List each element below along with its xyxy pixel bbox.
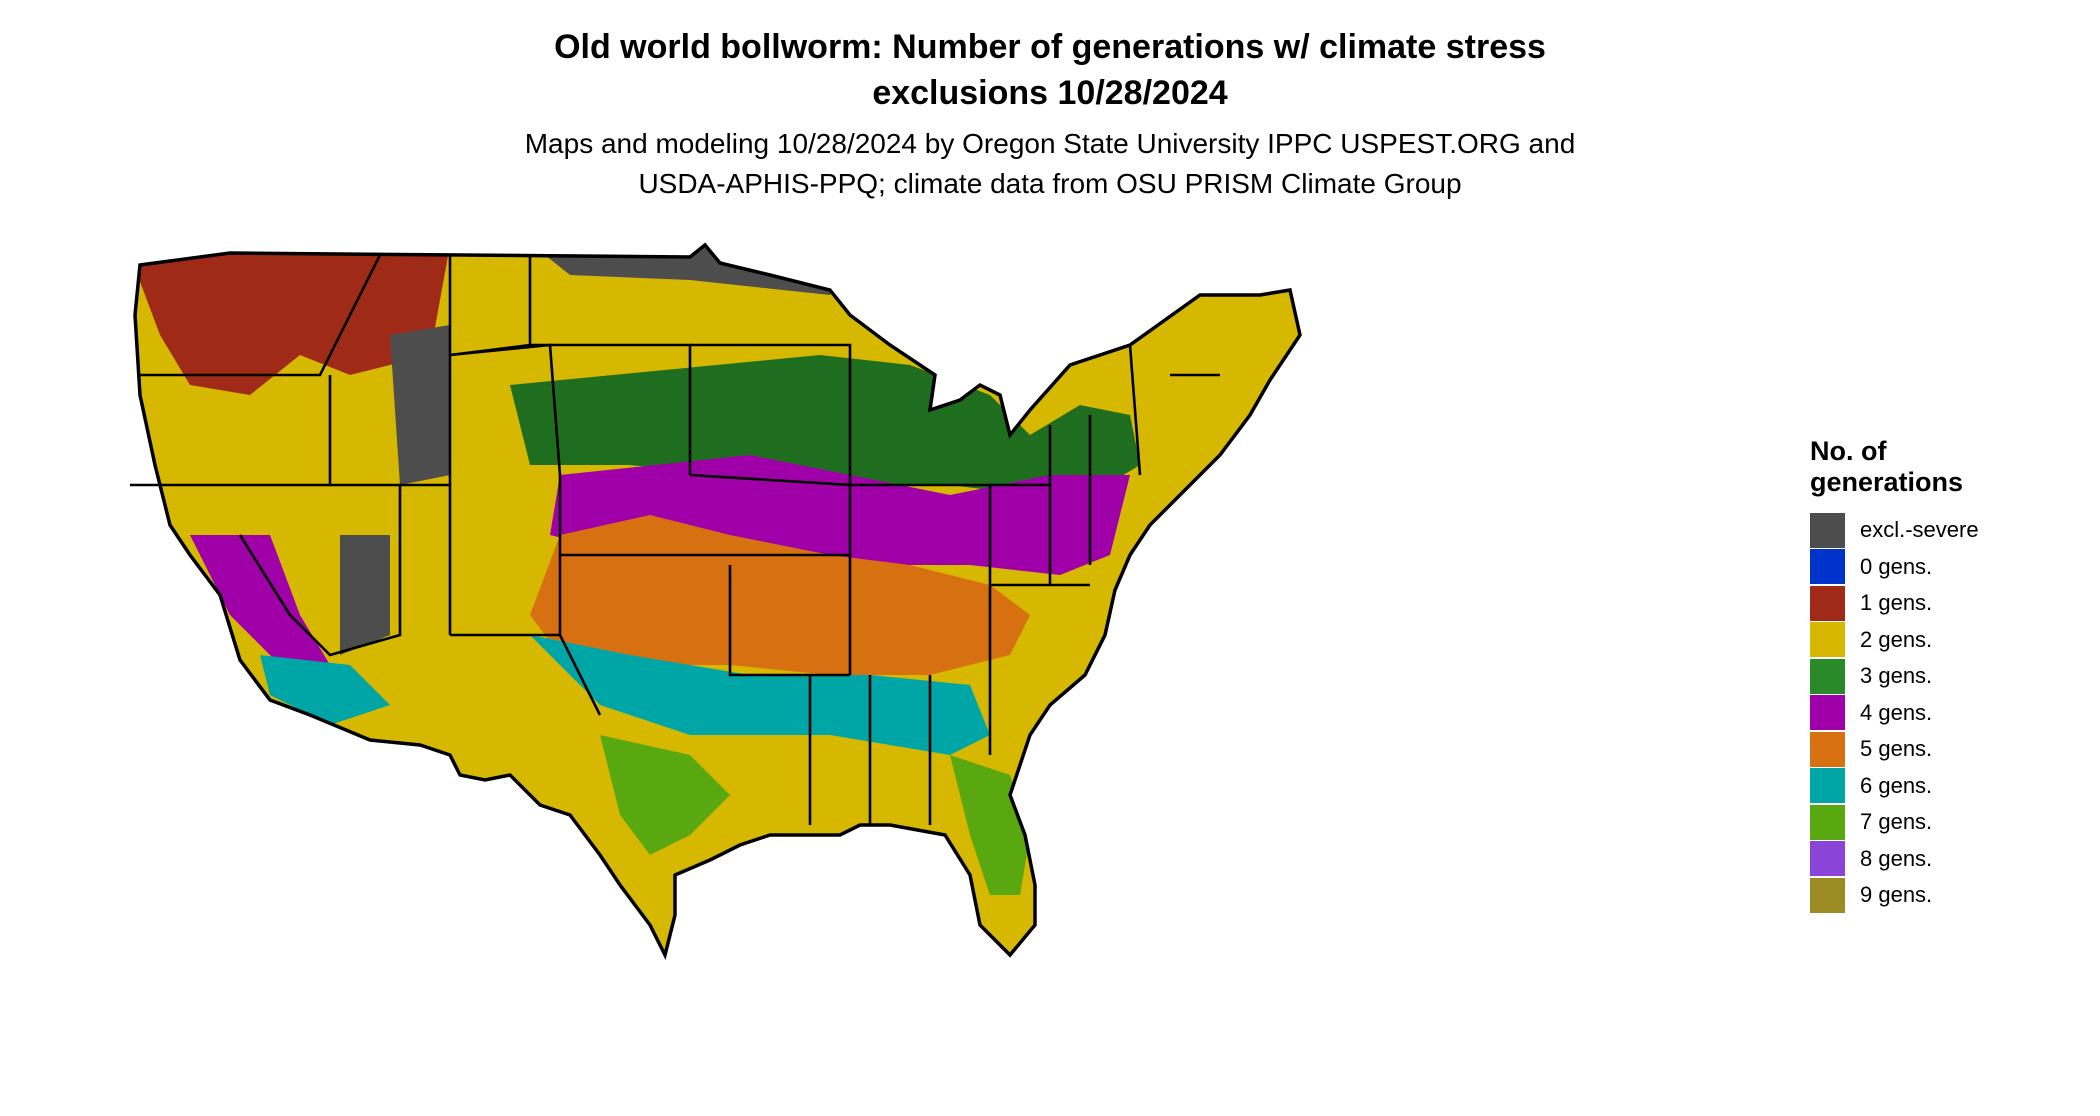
legend-label: 0 gens. [1860,553,1933,579]
legend-swatch [1810,658,1845,694]
legend-item: 6 gens. [1810,768,2070,805]
legend-swatch [1810,585,1845,621]
map-subtitle-line1: Maps and modeling 10/28/2024 by Oregon S… [524,128,1576,159]
legend-swatch [1810,512,1845,548]
legend-swatch [1810,768,1845,804]
map-subtitle-line2: USDA-APHIS-PPQ; climate data from OSU PR… [638,168,1462,199]
region-3gens-midwest [510,355,1140,495]
legend-item: 2 gens. [1810,622,2070,659]
legend-swatch [1810,695,1845,731]
legend-item: 4 gens. [1810,695,2070,732]
legend-label: 5 gens. [1860,736,1933,762]
legend-items: excl.-severe 0 gens. 1 gens. 2 gens. 3 gens.… [1810,512,2070,914]
legend-swatch [1810,622,1845,658]
us-outline [133,242,1302,961]
legend-swatch [1810,841,1845,877]
legend-title: No. of generations [1810,436,2070,498]
legend-item: 3 gens. [1810,658,2070,695]
legend-label: 3 gens. [1860,663,1933,689]
legend: No. of generations excl.-severe 0 gens. 1 … [1810,436,2070,914]
region-excl-arizona [340,535,390,655]
legend-label: excl.-severe [1860,517,1979,543]
legend-label: 8 gens. [1860,845,1933,871]
region-layer [135,245,1300,955]
legend-item: 7 gens. [1810,804,2070,841]
legend-label: 1 gens. [1860,590,1933,616]
region-7gens-texas [600,735,730,855]
legend-label: 7 gens. [1860,809,1933,835]
map-title-line2: exclusions 10/28/2024 [872,74,1228,112]
legend-label: 6 gens. [1860,772,1933,798]
state-borders [130,254,1220,825]
region-4gens-california [190,535,330,665]
legend-item: 1 gens. [1810,585,2070,622]
legend-label: 9 gens. [1860,882,1933,908]
region-1gens-northwest [135,245,450,395]
legend-item: 5 gens. [1810,731,2070,768]
legend-swatch [1810,877,1845,913]
map-title: Old world bollworm: Number of generation… [0,24,2100,116]
legend-item: excl.-severe [1810,512,2070,549]
legend-swatch [1810,549,1845,585]
us-generations-map [130,242,1302,961]
legend-title-line2: generations [1810,467,1964,497]
region-excl-wyoming [390,325,450,485]
legend-swatch [1810,804,1845,840]
legend-title-line1: No. of [1810,436,1887,466]
legend-item: 8 gens. [1810,841,2070,878]
legend-swatch [1810,731,1845,767]
legend-item: 9 gens. [1810,877,2070,914]
map-subtitle: Maps and modeling 10/28/2024 by Oregon S… [0,124,2100,204]
legend-label: 4 gens. [1860,699,1933,725]
region-6gens-southwest [260,655,390,725]
region-6gens-gulf [530,635,990,755]
map-title-line1: Old world bollworm: Number of generation… [554,28,1546,66]
legend-item: 0 gens. [1810,549,2070,586]
legend-label: 2 gens. [1860,626,1933,652]
